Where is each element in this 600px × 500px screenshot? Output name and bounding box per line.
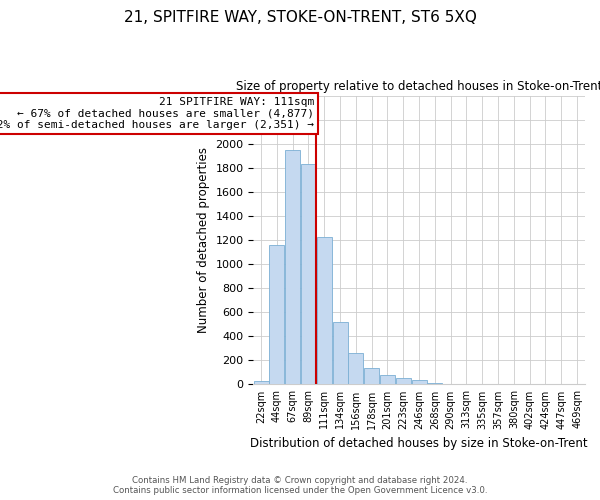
- Bar: [301, 164, 316, 384]
- X-axis label: Distribution of detached houses by size in Stoke-on-Trent: Distribution of detached houses by size …: [250, 437, 588, 450]
- Text: Contains HM Land Registry data © Crown copyright and database right 2024.
Contai: Contains HM Land Registry data © Crown c…: [113, 476, 487, 495]
- Text: 21 SPITFIRE WAY: 111sqm
← 67% of detached houses are smaller (4,877)
32% of semi: 21 SPITFIRE WAY: 111sqm ← 67% of detache…: [0, 97, 314, 130]
- Bar: [349, 352, 364, 384]
- Bar: [332, 322, 347, 384]
- Bar: [254, 382, 269, 384]
- Bar: [364, 368, 379, 384]
- Bar: [269, 246, 284, 384]
- Bar: [412, 380, 427, 384]
- Bar: [285, 150, 300, 384]
- Y-axis label: Number of detached properties: Number of detached properties: [197, 147, 209, 333]
- Bar: [427, 383, 442, 384]
- Bar: [396, 378, 411, 384]
- Bar: [317, 237, 332, 384]
- Text: 21, SPITFIRE WAY, STOKE-ON-TRENT, ST6 5XQ: 21, SPITFIRE WAY, STOKE-ON-TRENT, ST6 5X…: [124, 10, 476, 25]
- Title: Size of property relative to detached houses in Stoke-on-Trent: Size of property relative to detached ho…: [236, 80, 600, 93]
- Bar: [380, 376, 395, 384]
